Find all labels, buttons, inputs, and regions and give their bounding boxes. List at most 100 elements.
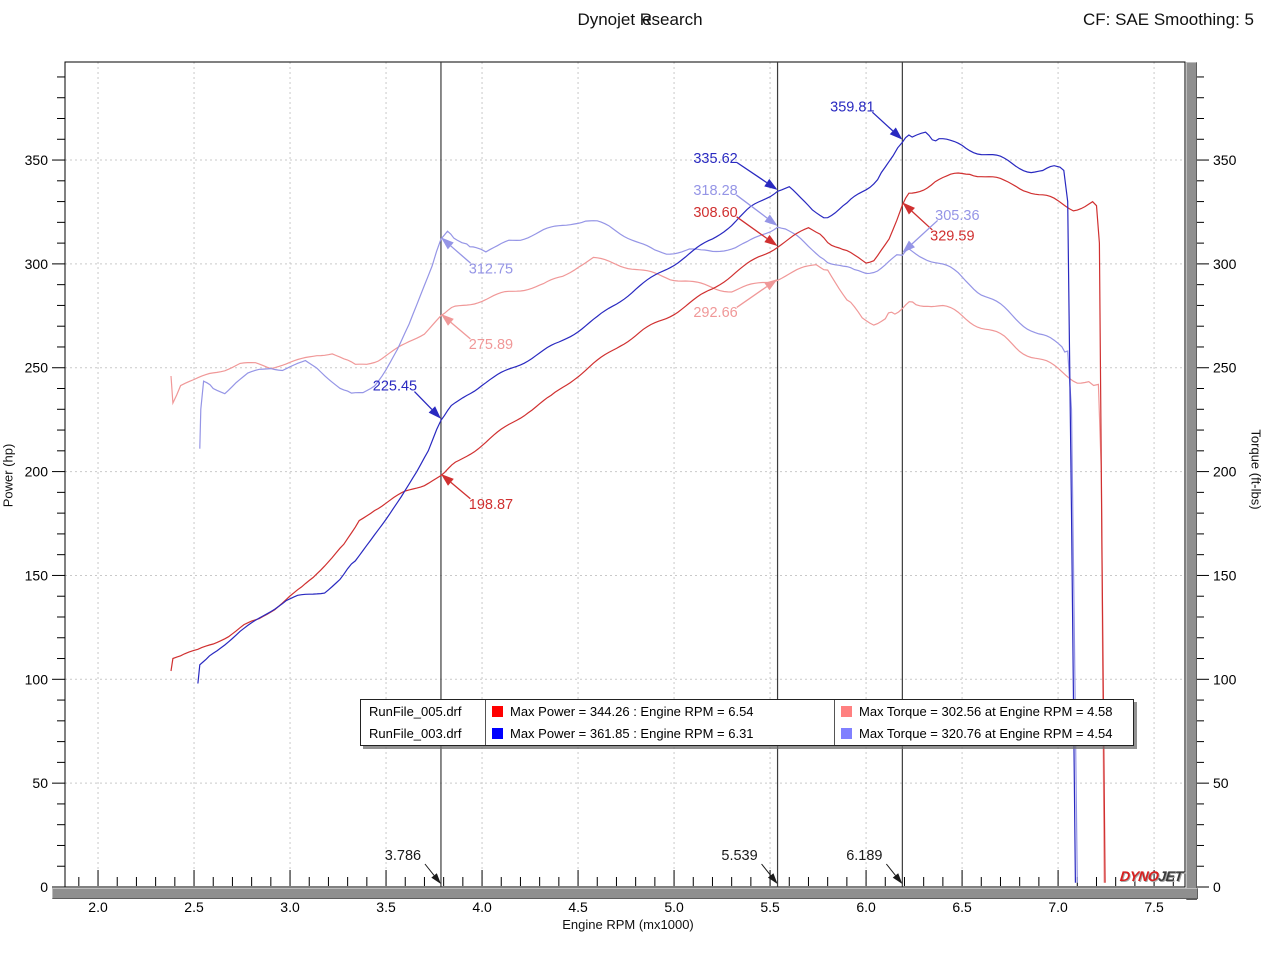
annotation-arrow-head — [902, 202, 915, 215]
cursor-rpm-label[interactable]: 6.189 — [846, 848, 882, 864]
legend-max-torque: Max Torque = 302.56 at Engine RPM = 4.58 — [835, 704, 1133, 719]
annotation-arrow-head — [889, 127, 903, 140]
legend-row: RunFile_003.drf Max Power = 361.85 : Engi… — [361, 722, 1133, 745]
annotation-arrow-head — [902, 240, 915, 253]
page-title: Dynojet Research — [0, 10, 1280, 30]
y-axis-title-power: Power (hp) — [0, 443, 16, 508]
curve-value-label: 198.87 — [469, 497, 513, 513]
curve-value-label: 312.75 — [469, 261, 513, 277]
y-axis-right-tick-label: 350 — [1213, 152, 1237, 168]
x-axis-tick-label: 5.5 — [760, 899, 780, 915]
annotation-arrow-line — [413, 391, 433, 410]
power-color-swatch — [492, 728, 503, 740]
plot-border — [64, 61, 1186, 888]
annotation-arrow-line — [736, 216, 768, 240]
curve-value-label: 318.28 — [693, 183, 737, 199]
annotation-arrow-line — [450, 245, 471, 264]
x-axis-tick-label: 4.0 — [472, 899, 492, 915]
annotation-arrow-line — [911, 210, 933, 231]
y-axis-right-tick-label: 250 — [1213, 360, 1237, 376]
legend-run-file: RunFile_003.drf — [361, 722, 486, 745]
curve-value-label: 329.59 — [930, 228, 974, 244]
annotation-arrow-line — [736, 161, 768, 184]
y-axis-right-tick-label: 200 — [1213, 464, 1237, 480]
plot-frame-bottom-bar — [52, 888, 1198, 899]
legend-max-torque-text: Max Torque = 320.76 at Engine RPM = 4.54 — [859, 726, 1113, 742]
curve-value-label: 335.62 — [693, 151, 737, 167]
x-axis-title: Engine RPM (mx1000) — [562, 917, 694, 932]
annotation-arrow-head — [440, 313, 454, 326]
y-axis-left-tick-label: 150 — [25, 567, 49, 583]
torque-curve-runfile_005-drf — [170, 256, 1105, 883]
y-axis-title-torque: Torque (ft-lbs) — [1248, 429, 1264, 510]
legend-max-power-text: Max Power = 361.85 : Engine RPM = 6.31 — [510, 726, 754, 742]
curve-value-label: 308.60 — [693, 205, 737, 221]
y-axis-right-tick-label: 150 — [1213, 567, 1237, 583]
legend-max-torque: Max Torque = 320.76 at Engine RPM = 4.54 — [835, 726, 1133, 741]
legend-max-torque-text: Max Torque = 302.56 at Engine RPM = 4.58 — [859, 703, 1113, 719]
title-text: Dynojet R — [577, 10, 653, 29]
annotation-arrow-line — [736, 286, 768, 308]
logo-text-dyno: DYNO — [1119, 868, 1160, 884]
cursor-rpm-label[interactable]: 5.539 — [721, 848, 757, 864]
legend-max-power: Max Power = 361.85 : Engine RPM = 6.31 — [486, 722, 835, 745]
x-axis-tick-label: 7.0 — [1048, 899, 1068, 915]
annotation-arrow-line — [450, 481, 471, 500]
power-curve-runfile_005-drf — [170, 172, 1106, 883]
y-axis-left-tick-label: 200 — [25, 464, 49, 480]
torque-curve-runfile_003-drf — [199, 220, 1078, 883]
logo-text-jet: JET — [1157, 868, 1184, 884]
annotation-arrow-line — [450, 321, 471, 340]
x-axis-tick-label: 4.5 — [568, 899, 588, 915]
torque-color-swatch — [841, 728, 852, 740]
annotation-arrow-head — [764, 178, 778, 190]
curve-value-label: 305.36 — [935, 208, 979, 224]
annotation-arrow-line — [871, 111, 894, 132]
x-axis-tick-label: 5.0 — [664, 899, 684, 915]
x-axis-tick-label: 6.5 — [952, 899, 972, 915]
legend-run-file: RunFile_005.drf — [361, 700, 486, 723]
x-axis-tick-label: 2.5 — [184, 899, 204, 915]
correction-factor-label: CF: SAE Smoothing: 5 — [1082, 10, 1254, 29]
dynojet-logo: DYNOJET — [1119, 868, 1183, 884]
plot-frame-right-bar — [1186, 62, 1197, 900]
annotation-arrow-line — [911, 219, 939, 245]
x-axis-tick-label: 7.5 — [1144, 899, 1164, 915]
y-axis-left-tick-label: 50 — [32, 775, 48, 791]
title-text-overlap: esearch — [642, 10, 703, 29]
annotation-arrow-line — [761, 863, 772, 876]
y-axis-left-tick-label: 100 — [25, 671, 49, 687]
curve-value-label: 292.66 — [693, 305, 737, 321]
y-axis-left-tick-label: 350 — [25, 152, 49, 168]
annotation-arrow-head — [764, 279, 778, 291]
annotation-arrow-line — [424, 863, 435, 876]
y-axis-right-tick-label: 50 — [1213, 775, 1229, 791]
x-axis-tick-label: 3.5 — [376, 899, 396, 915]
annotation-arrow-line — [735, 194, 768, 219]
curve-value-label: 225.45 — [373, 379, 417, 395]
annotation-arrow-head — [767, 873, 778, 884]
x-axis-tick-label: 2.0 — [88, 899, 108, 915]
cursor-rpm-label[interactable]: 3.786 — [385, 848, 421, 864]
y-axis-left-tick-label: 250 — [25, 360, 49, 376]
y-axis-left-tick-label: 0 — [40, 879, 48, 895]
torque-color-swatch — [841, 705, 852, 717]
annotation-arrow-head — [428, 406, 441, 419]
annotation-arrow-head — [764, 214, 778, 226]
annotation-arrow-line — [885, 863, 896, 876]
annotation-arrow-head — [892, 873, 903, 884]
y-axis-right-tick-label: 0 — [1213, 879, 1221, 895]
y-axis-left-tick-label: 300 — [25, 256, 49, 272]
annotation-arrow-head — [440, 237, 454, 250]
curve-value-label: 275.89 — [469, 337, 513, 353]
legend-row: RunFile_005.drf Max Power = 344.26 : Engi… — [361, 700, 1133, 723]
annotation-arrow-head — [764, 234, 778, 247]
power-color-swatch — [492, 705, 503, 717]
curve-value-label: 359.81 — [830, 100, 874, 116]
annotation-arrow-head — [440, 473, 454, 486]
legend-max-power-text: Max Power = 344.26 : Engine RPM = 6.54 — [510, 703, 754, 719]
x-axis-tick-label: 6.0 — [856, 899, 876, 915]
legend-max-power: Max Power = 344.26 : Engine RPM = 6.54 — [486, 700, 835, 723]
